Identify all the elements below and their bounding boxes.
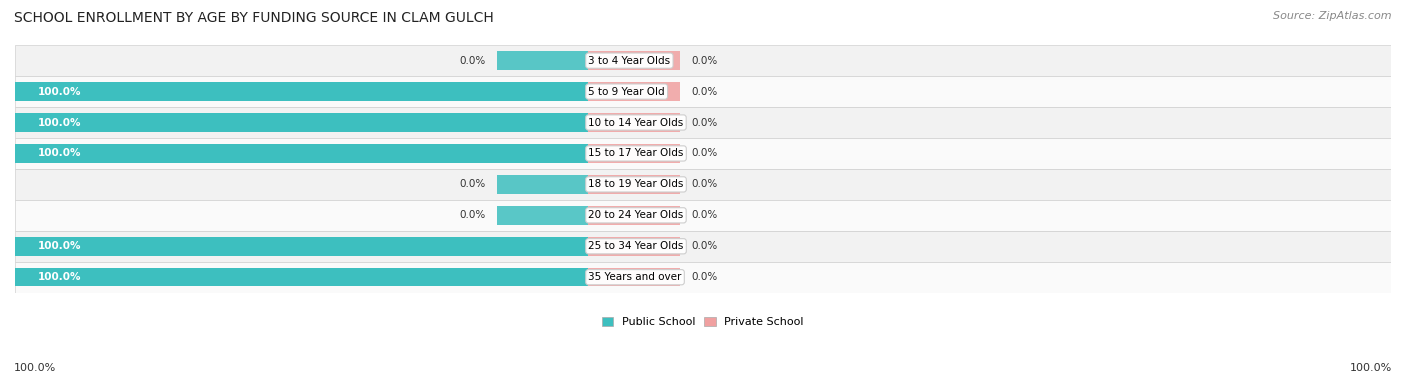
Legend: Public School, Private School: Public School, Private School	[598, 313, 808, 332]
Bar	[15, 138, 1391, 169]
Text: Source: ZipAtlas.com: Source: ZipAtlas.com	[1274, 11, 1392, 21]
Text: 0.0%: 0.0%	[458, 56, 485, 66]
Text: 0.0%: 0.0%	[692, 272, 718, 282]
Bar	[496, 206, 588, 225]
Text: 0.0%: 0.0%	[692, 87, 718, 97]
Text: 0.0%: 0.0%	[458, 210, 485, 220]
Text: 15 to 17 Year Olds: 15 to 17 Year Olds	[588, 149, 683, 158]
Bar	[15, 268, 588, 287]
Bar	[15, 144, 588, 163]
Bar	[15, 76, 1391, 107]
Bar	[15, 45, 1391, 76]
Bar	[496, 175, 588, 194]
Text: 100.0%: 100.0%	[14, 363, 56, 373]
Bar	[588, 51, 681, 70]
Text: 3 to 4 Year Olds: 3 to 4 Year Olds	[588, 56, 671, 66]
Bar	[588, 113, 681, 132]
Bar	[15, 262, 1391, 293]
Text: 100.0%: 100.0%	[38, 241, 82, 251]
Text: 100.0%: 100.0%	[38, 272, 82, 282]
Text: 5 to 9 Year Old: 5 to 9 Year Old	[588, 87, 665, 97]
Bar	[15, 231, 1391, 262]
Bar	[588, 144, 681, 163]
Text: 0.0%: 0.0%	[692, 118, 718, 127]
Bar	[15, 107, 1391, 138]
Text: 20 to 24 Year Olds: 20 to 24 Year Olds	[588, 210, 683, 220]
Bar	[15, 82, 588, 101]
Text: 0.0%: 0.0%	[692, 241, 718, 251]
Text: 100.0%: 100.0%	[38, 149, 82, 158]
Bar	[496, 51, 588, 70]
Bar	[15, 237, 588, 256]
Bar	[588, 82, 681, 101]
Text: 100.0%: 100.0%	[38, 87, 82, 97]
Text: 0.0%: 0.0%	[692, 149, 718, 158]
Bar	[15, 113, 588, 132]
Bar	[588, 237, 681, 256]
Text: 25 to 34 Year Olds: 25 to 34 Year Olds	[588, 241, 683, 251]
Bar	[15, 200, 1391, 231]
Text: 0.0%: 0.0%	[692, 210, 718, 220]
Text: 10 to 14 Year Olds: 10 to 14 Year Olds	[588, 118, 683, 127]
Bar	[15, 169, 1391, 200]
Text: 0.0%: 0.0%	[458, 179, 485, 189]
Text: 100.0%: 100.0%	[38, 118, 82, 127]
Bar	[588, 268, 681, 287]
Bar	[588, 206, 681, 225]
Text: SCHOOL ENROLLMENT BY AGE BY FUNDING SOURCE IN CLAM GULCH: SCHOOL ENROLLMENT BY AGE BY FUNDING SOUR…	[14, 11, 494, 25]
Text: 18 to 19 Year Olds: 18 to 19 Year Olds	[588, 179, 683, 189]
Bar	[588, 175, 681, 194]
Text: 0.0%: 0.0%	[692, 56, 718, 66]
Text: 0.0%: 0.0%	[692, 179, 718, 189]
Text: 35 Years and over: 35 Years and over	[588, 272, 682, 282]
Text: 100.0%: 100.0%	[1350, 363, 1392, 373]
